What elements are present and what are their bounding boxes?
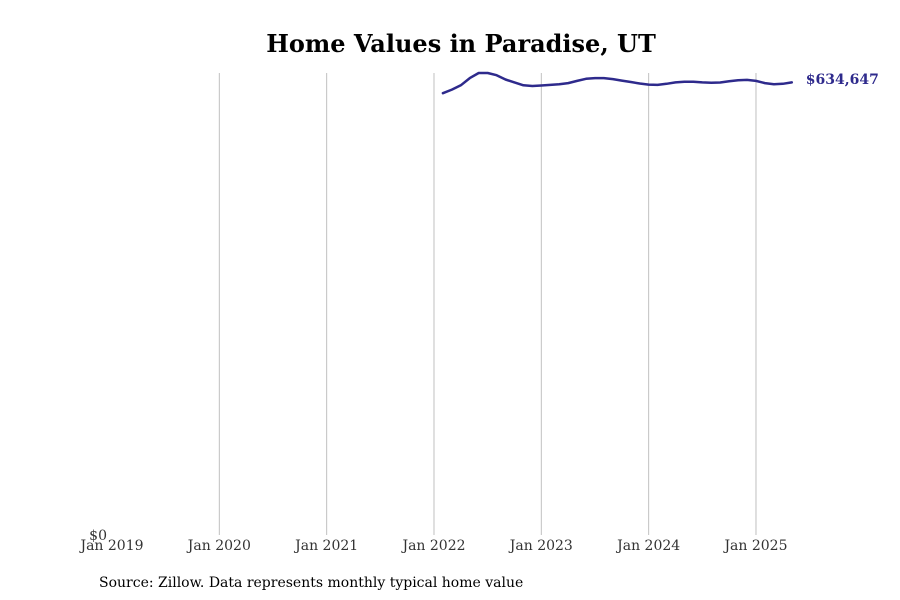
x-tick-label: Jan 2019 bbox=[78, 538, 143, 554]
x-tick-label: Jan 2020 bbox=[186, 538, 251, 554]
chart-title: Home Values in Paradise, UT bbox=[266, 29, 656, 58]
x-tick-label: Jan 2021 bbox=[293, 538, 358, 554]
y-tick-label: $0 bbox=[89, 528, 107, 544]
source-note: Source: Zillow. Data represents monthly … bbox=[99, 575, 523, 591]
end-value-label: $634,647 bbox=[806, 72, 879, 88]
series-layer: $634,647 bbox=[441, 71, 879, 95]
x-axis: Jan 2019 Jan 2020 Jan 2021 Jan 2022 Jan 2023… bbox=[78, 538, 787, 554]
x-tick-label: Jan 2023 bbox=[508, 538, 573, 554]
series-line bbox=[441, 71, 794, 95]
x-tick-label: Jan 2025 bbox=[722, 538, 787, 554]
y-axis: $0 bbox=[89, 528, 107, 544]
x-tick-label: Jan 2024 bbox=[615, 538, 680, 554]
x-tick-label: Jan 2022 bbox=[400, 538, 465, 554]
grid-lines bbox=[218, 73, 757, 535]
